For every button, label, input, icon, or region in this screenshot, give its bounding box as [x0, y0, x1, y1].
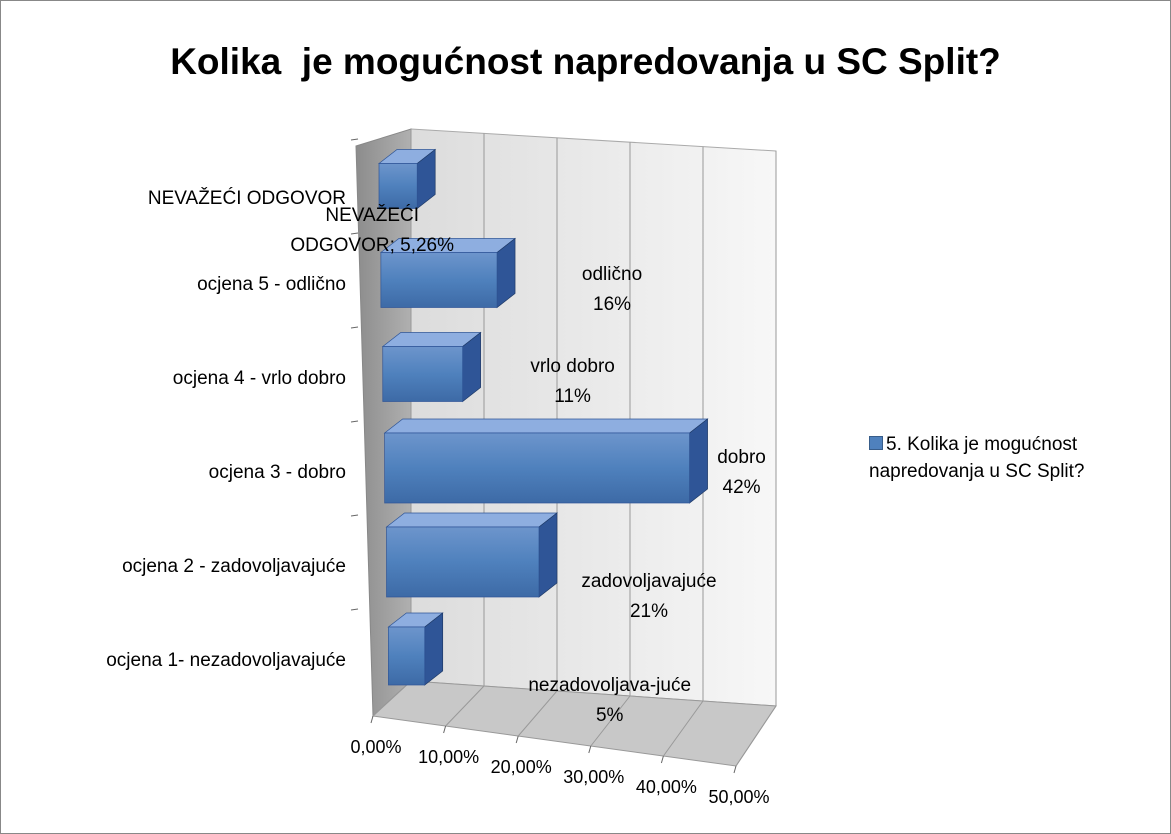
chart-title: Kolika je mogućnost napredovanja u SC Sp… [170, 41, 1001, 82]
y-tick-label: ocjena 3 - dobro [208, 462, 346, 483]
data-label: odlično 16% [581, 264, 643, 315]
x-tick-label: 40,00% [636, 777, 697, 797]
grid-line [735, 151, 777, 767]
bar [380, 252, 498, 308]
bar [386, 526, 540, 598]
grid-line [590, 142, 631, 747]
data-label: dobro 42% [717, 447, 766, 498]
data-label: vrlo dobro 11% [530, 356, 615, 407]
bar [378, 163, 418, 209]
tick-mark [660, 755, 664, 764]
legend-label: 5. Kolika je mogućnost napredovanja u SC… [869, 434, 1085, 482]
y-tick-label: NEVAŽEĆI ODGOVOR [147, 188, 346, 209]
legend-swatch [869, 436, 883, 450]
bar [384, 432, 690, 504]
y-tick-mark [350, 232, 359, 235]
data-label: NEVAŽEĆI ODGOVOR; 5,26% [290, 205, 455, 256]
y-tick-mark [350, 514, 359, 517]
tick-mark [370, 715, 374, 724]
y-tick-label: ocjena 2 - zadovoljavajuće [122, 556, 346, 577]
bar-side [538, 512, 558, 598]
y-tick-mark [350, 326, 359, 329]
y-tick-mark [350, 138, 359, 141]
y-tick-label: ocjena 5 - odlično [197, 274, 346, 295]
y-tick-label: ocjena 4 - vrlo dobro [172, 368, 346, 389]
x-tick-label: 0,00% [350, 737, 401, 757]
tick-mark [588, 745, 592, 754]
bar-top [385, 512, 559, 528]
data-label: nezadovoljava-juće 5% [528, 675, 692, 726]
legend: 5. Kolika je mogućnost napredovanja u SC… [869, 431, 1159, 485]
data-label: zadovoljavajuće 21% [581, 571, 717, 622]
x-tick-label: 50,00% [708, 787, 769, 807]
x-tick-label: 20,00% [491, 757, 552, 777]
bar [382, 346, 463, 402]
x-tick-label: 30,00% [563, 767, 624, 787]
grid-line [662, 146, 704, 757]
tick-mark [733, 765, 737, 774]
bar-top [383, 418, 709, 434]
y-tick-label: ocjena 1- nezadovoljavajuće [106, 650, 346, 671]
y-tick-mark [350, 608, 359, 611]
y-tick-mark [350, 420, 359, 423]
tick-mark [443, 725, 447, 734]
tick-mark [515, 735, 519, 744]
x-tick-label: 10,00% [418, 747, 479, 767]
grid-line [445, 133, 485, 727]
bar [388, 626, 426, 686]
bar-side [689, 418, 708, 504]
grid-line [517, 137, 558, 737]
